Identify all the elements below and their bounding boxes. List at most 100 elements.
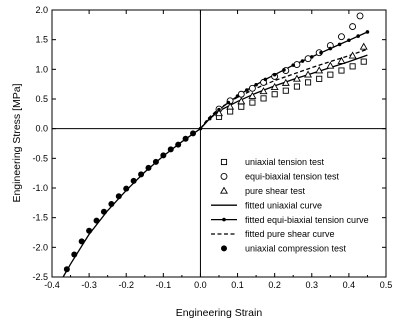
y-tick-label: 0.5 xyxy=(35,94,48,104)
data-curves xyxy=(62,31,368,278)
x-tick-label: -0.3 xyxy=(81,280,97,290)
equi-biaxial-tension-test-point xyxy=(356,12,364,20)
uniaxial-compression-test-point xyxy=(138,171,145,178)
plot-frame xyxy=(51,9,387,278)
fitted-equi-biaxial-tension-curve-point xyxy=(235,94,240,98)
pure-shear-test-point xyxy=(292,74,301,82)
uniaxial-tension-test-point xyxy=(249,99,256,106)
fitted-equi-biaxial-tension-curve-point xyxy=(245,88,249,92)
fitted-equi-biaxial-tension-curve-point xyxy=(282,68,286,72)
x-tick-label: -0.1 xyxy=(156,280,172,290)
fitted-equi-biaxial-tension-curve-point xyxy=(291,63,296,67)
equi-biaxial-tension-test-point xyxy=(338,33,345,41)
pure-shear-test-point xyxy=(337,56,346,64)
y-tick-label: 0.0 xyxy=(35,124,48,134)
equi-biaxial-tension-test-point xyxy=(304,55,312,63)
fitted-equi-biaxial-tension-curve-point xyxy=(328,46,333,51)
axis-ticks: -0.4 -0.3 -0.2 -0.1 0.0 0.1 0.2 0.3 0.4 0.5 -2.5 -2… xyxy=(32,5,392,290)
legend-label-pure-shear-test: pure shear test xyxy=(245,186,306,196)
x-axis-title: Engineering Strain xyxy=(176,307,263,319)
fitted-equi-biaxial-tension-curve-point xyxy=(356,34,360,38)
equi-biaxial-tension-test-point xyxy=(349,23,357,31)
uniaxial-compression-test-point xyxy=(115,193,122,200)
uniaxial-compression-test-point xyxy=(63,266,70,273)
uniaxial-compression-test-point xyxy=(71,251,78,258)
x-tick-label: 0.2 xyxy=(268,280,281,290)
uniaxial-compression-test-point xyxy=(160,152,167,159)
legend-label-equi-biaxial-tension-test: equi-biaxial tension test xyxy=(245,172,340,182)
y-tick-label: -2.5 xyxy=(32,272,48,282)
uniaxial-compression-test-point xyxy=(152,158,159,165)
x-tick-label: 0.0 xyxy=(194,280,207,290)
pure-shear-test-point xyxy=(304,70,313,78)
uniaxial-compression-test-point xyxy=(100,208,107,215)
legend-label-uniaxial-compression-test: uniaxial compression test xyxy=(245,244,347,254)
legend-swatch-marker-fitted-equi-biaxial-tension-curve xyxy=(222,217,226,222)
legend-label-fitted-pure-shear-curve: fitted pure shear curve xyxy=(245,229,335,239)
fitted-equi-biaxial-tension-curve-line xyxy=(199,31,368,130)
equi-biaxial-tension-test-point xyxy=(248,84,256,92)
uniaxial-tension-test-point xyxy=(271,91,278,98)
uniaxial-compression-test-point xyxy=(78,238,85,245)
legend: uniaxial tension test equi-biaxial tensio… xyxy=(211,157,369,254)
pure-shear-test-point xyxy=(359,42,368,50)
uniaxial-compression-test-point xyxy=(175,141,182,148)
y-tick-label: 2.0 xyxy=(35,5,48,15)
uniaxial-tension-test-point xyxy=(238,103,245,110)
x-tick-label: 0.1 xyxy=(231,280,244,290)
uniaxial-compression-test-point xyxy=(108,201,115,208)
uniaxial-compression-test-point xyxy=(190,130,197,137)
legend-swatch-uniaxial-tension-test xyxy=(220,158,228,166)
fitted-equi-biaxial-tension-curve-point xyxy=(272,72,277,77)
fitted-equi-biaxial-tension-curve-point xyxy=(217,107,221,112)
uniaxial-tension-test-point xyxy=(260,95,267,102)
x-tick-label: 0.4 xyxy=(343,280,356,290)
pure-shear-test-point xyxy=(315,66,324,74)
x-tick-label: 0.3 xyxy=(306,280,319,290)
pure-shear-test-point xyxy=(226,102,235,110)
y-tick-label: 1.0 xyxy=(35,64,48,74)
fitted-pure-shear-curve-line xyxy=(199,48,368,130)
fitted-equi-biaxial-tension-curve-point xyxy=(337,42,342,47)
pure-shear-test-point xyxy=(270,82,279,90)
uniaxial-compression-test-point xyxy=(167,146,174,153)
uniaxial-tension-test-point xyxy=(316,75,323,82)
uniaxial-tension-test-point xyxy=(349,63,356,70)
fitted-equi-biaxial-tension-curve-point xyxy=(319,50,323,55)
legend-label-fitted-equi-biaxial-tension-curve: fitted equi-biaxial tension curve xyxy=(245,215,369,225)
legend-swatch-uniaxial-compression-test xyxy=(221,245,227,252)
fitted-equi-biaxial-tension-curve-point xyxy=(365,30,370,34)
y-axis-title: Engineering Stress [MPa] xyxy=(11,83,23,202)
uniaxial-compression-test-point xyxy=(145,164,152,171)
fitted-equi-biaxial-tension-curve-point xyxy=(347,38,351,43)
fitted-equi-biaxial-tension-curve-point xyxy=(198,126,203,131)
uniaxial-tension-test-point xyxy=(327,71,334,78)
fitted-equi-biaxial-tension-curve-point xyxy=(309,55,314,59)
data-markers xyxy=(63,12,370,273)
pure-shear-test-point xyxy=(281,78,290,86)
fitted-equi-biaxial-tension-curve-point xyxy=(207,116,212,121)
uniaxial-tension-test-point xyxy=(227,108,234,115)
pure-shear-test-point xyxy=(326,61,335,69)
fitted-equi-biaxial-tension-curve-point xyxy=(263,77,268,82)
uniaxial-tension-test-point xyxy=(282,87,289,94)
pure-shear-test-point xyxy=(348,51,357,59)
legend-swatch-pure-shear-test xyxy=(220,186,228,194)
uniaxial-compression-test-point xyxy=(123,185,130,192)
uniaxial-tension-test-point xyxy=(338,67,345,74)
fitted-equi-biaxial-tension-curve-point xyxy=(254,82,258,87)
pure-shear-test-point xyxy=(248,91,257,99)
uniaxial-tension-test-point xyxy=(305,79,312,86)
x-tick-label: 0.5 xyxy=(380,280,393,290)
x-tick-label: -0.2 xyxy=(118,280,134,290)
uniaxial-tension-test-point xyxy=(293,83,300,90)
uniaxial-compression-test-point xyxy=(93,217,100,224)
legend-label-fitted-uniaxial-curve: fitted uniaxial curve xyxy=(245,200,322,210)
y-tick-label: -0.5 xyxy=(32,153,48,163)
zero-lines xyxy=(52,10,386,277)
legend-label-uniaxial-tension-test: uniaxial tension test xyxy=(245,157,325,167)
uniaxial-compression-test-point xyxy=(130,177,137,184)
uniaxial-tension-test-point xyxy=(360,58,367,65)
uniaxial-compression-test-point xyxy=(182,135,189,142)
